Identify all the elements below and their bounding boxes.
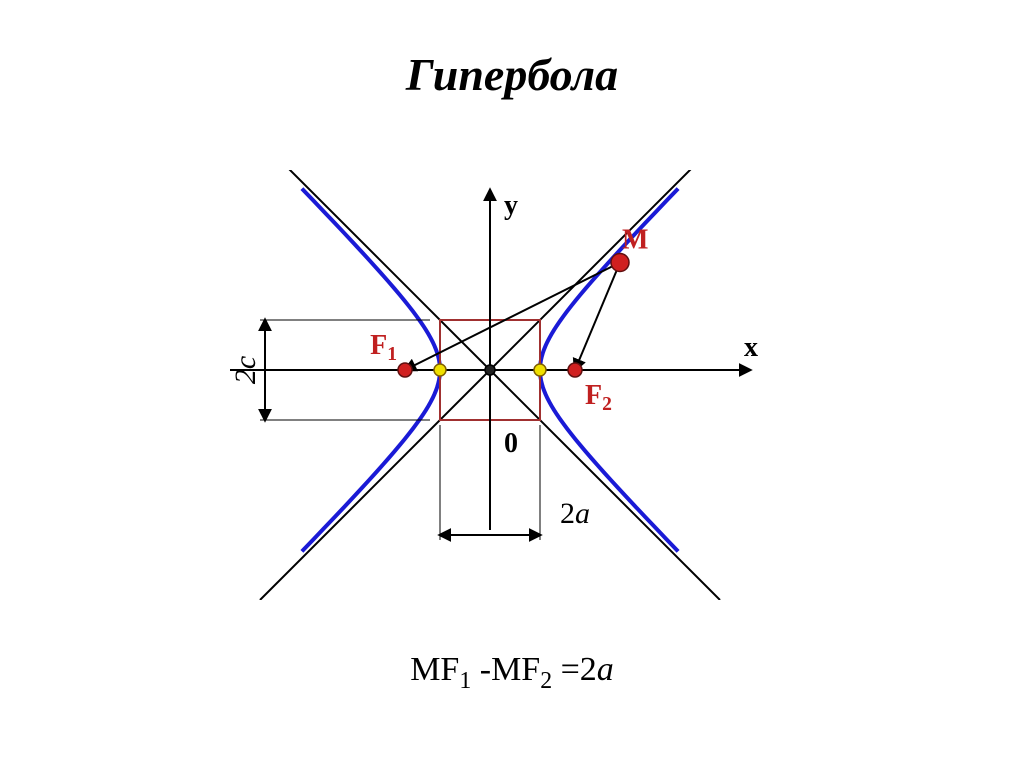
y-axis-label: y	[504, 190, 518, 221]
page-title: Гипербола	[0, 48, 1024, 101]
focus-F1	[398, 363, 412, 377]
point-M	[611, 254, 629, 272]
focus-F2	[568, 363, 582, 377]
eq-rhs: =2	[552, 651, 597, 688]
hyperbola-diagram: 2c 2a y x 0 F1 F2 M	[200, 170, 780, 690]
origin-label: 0	[504, 428, 518, 459]
M-label: M	[622, 225, 648, 256]
hyperbola-svg: 2c 2a y x 0 F1 F2 M	[200, 170, 780, 600]
equation: MF1 -MF2 =2a	[0, 651, 1024, 695]
dim-2c-label: 2c	[229, 356, 262, 384]
vertex-left	[434, 364, 446, 376]
eq-op: -	[471, 651, 491, 688]
x-axis-label: x	[744, 332, 758, 363]
eq-rhs-a: a	[597, 651, 614, 688]
dim-2a-label: 2a	[560, 497, 590, 530]
eq-mf2: MF	[491, 651, 540, 688]
F2-label: F2	[585, 380, 612, 415]
vertex-right	[534, 364, 546, 376]
eq-mf1: MF	[410, 651, 459, 688]
center-point	[485, 365, 495, 375]
eq-sub1: 1	[459, 668, 471, 694]
eq-sub2: 2	[540, 668, 552, 694]
F1-label: F1	[370, 330, 397, 365]
